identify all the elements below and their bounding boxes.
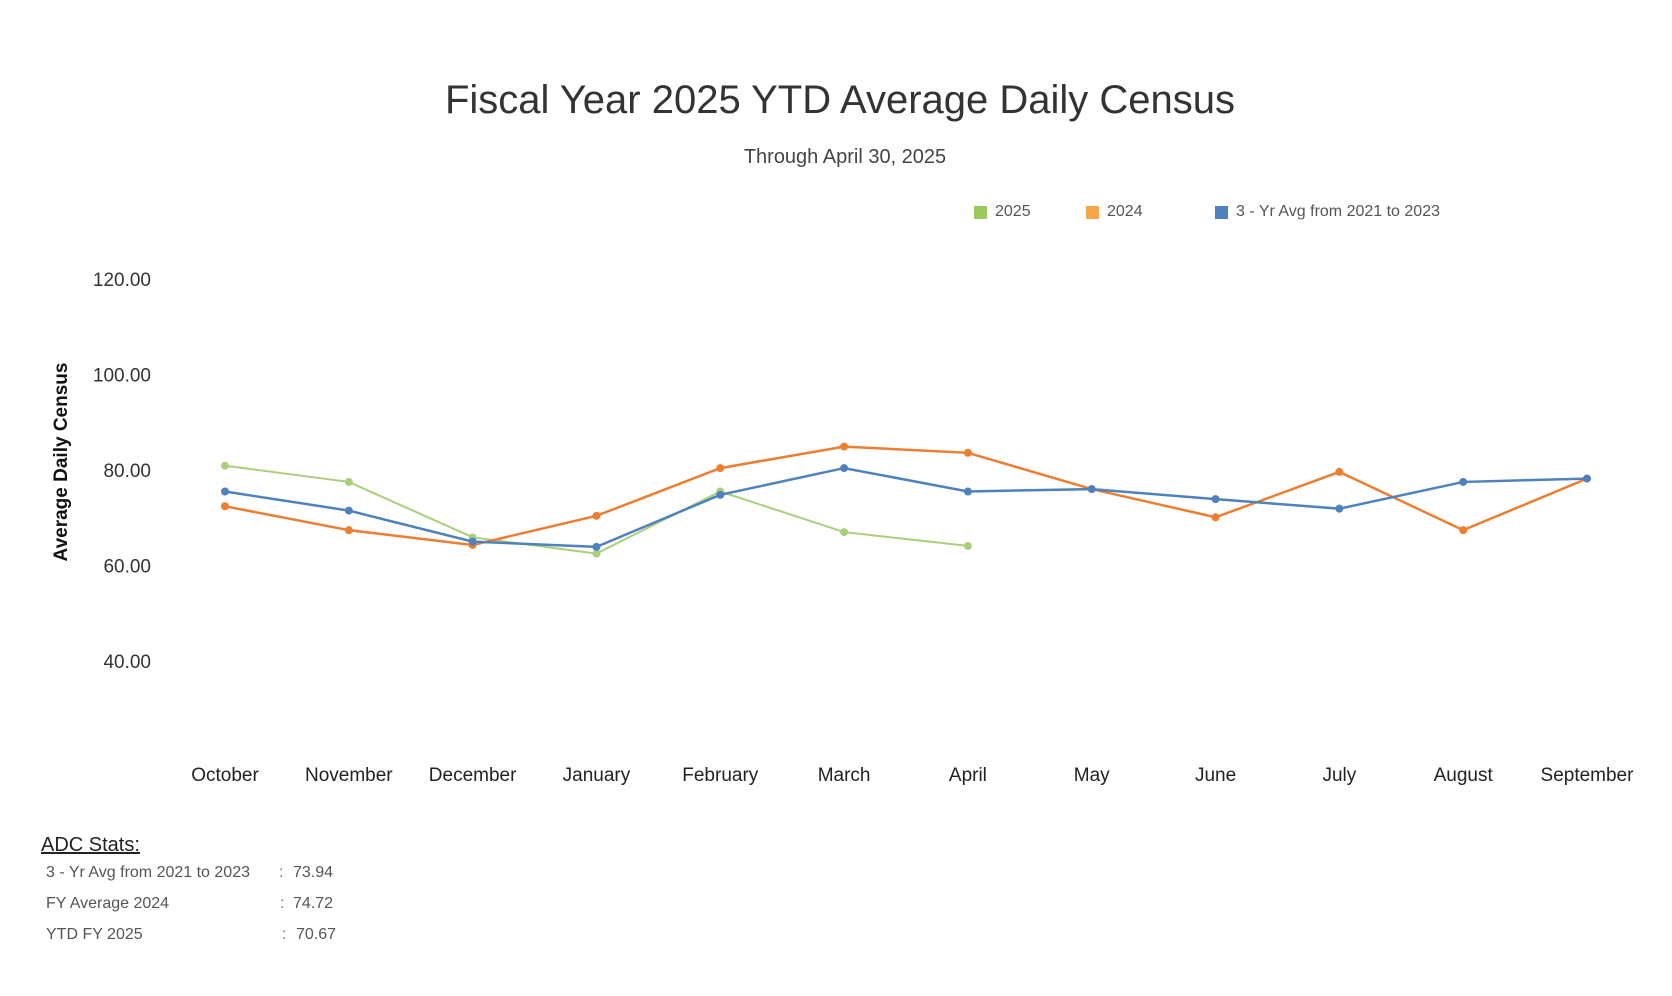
data-point [1459, 526, 1468, 535]
x-tick-label: April [949, 765, 987, 786]
data-point [716, 464, 725, 473]
data-point [1583, 474, 1591, 483]
stat-separator: : [280, 895, 285, 912]
data-point [716, 490, 725, 499]
x-tick-label: May [1074, 765, 1110, 786]
x-tick-label: June [1195, 765, 1236, 786]
legend-item: 2024 [1086, 203, 1143, 221]
stat-label-ytd2025: YTD FY 2025 [46, 926, 143, 943]
legend-label: 2025 [995, 203, 1031, 220]
data-point [221, 502, 229, 511]
x-tick-label: December [429, 765, 517, 786]
stat-separator: : [279, 864, 284, 881]
x-tick-label: March [818, 765, 871, 786]
x-tick-label: November [305, 765, 393, 786]
data-point [1211, 513, 1220, 522]
legend-item: 3 - Yr Avg from 2021 to 2023 [1215, 203, 1440, 221]
data-point [840, 442, 849, 451]
data-point [963, 448, 972, 457]
series-line-3-yr-avg-from-2021-to-2023 [224, 466, 1588, 549]
stat-label-3yr: 3 - Yr Avg from 2021 to 2023 [46, 864, 250, 881]
data-point [592, 549, 601, 558]
x-tick-label: July [1322, 765, 1356, 786]
data-point [344, 477, 353, 486]
data-point [344, 506, 353, 515]
legend-swatch [1086, 205, 1099, 219]
x-tick-label: January [563, 765, 631, 786]
data-point [840, 464, 849, 473]
legend-item: 2025 [974, 203, 1031, 221]
stat-value-fy2024: 74.72 [293, 895, 334, 912]
y-tick-label: 100.00 [93, 366, 151, 387]
stats-heading: ADC Stats: [41, 834, 140, 856]
x-tick-label: October [191, 765, 259, 786]
data-point [840, 528, 849, 537]
data-point [592, 542, 601, 551]
data-point [963, 487, 972, 496]
y-tick-label: 120.00 [93, 270, 151, 291]
stat-value-3yr: 73.94 [293, 864, 334, 881]
x-tick-label: September [1541, 765, 1635, 786]
data-point [1459, 477, 1468, 486]
legend-swatch [1215, 205, 1228, 219]
y-axis-title: Average Daily Census [51, 363, 72, 562]
y-tick-label: 40.00 [103, 652, 151, 673]
data-point [221, 461, 229, 470]
data-point [963, 541, 972, 550]
stat-label-fy2024: FY Average 2024 [46, 895, 170, 912]
data-point [1087, 485, 1096, 494]
data-point [344, 526, 353, 535]
chart-subtitle: Through April 30, 2025 [743, 146, 947, 168]
data-point [1335, 467, 1344, 476]
legend-label: 2024 [1107, 203, 1143, 220]
data-point [468, 537, 477, 546]
data-point [592, 511, 601, 520]
data-point [1335, 504, 1344, 513]
stat-separator: : [282, 926, 287, 943]
y-tick-label: 80.00 [103, 461, 151, 482]
chart-title: Fiscal Year 2025 YTD Average Daily Censu… [444, 78, 1236, 122]
x-tick-label: February [682, 765, 759, 786]
y-tick-label: 60.00 [103, 557, 151, 578]
legend-label: 3 - Yr Avg from 2021 to 2023 [1236, 203, 1440, 220]
series-line-2024 [224, 445, 1588, 547]
data-point [1211, 495, 1220, 504]
legend-swatch [974, 205, 987, 219]
x-tick-label: August [1434, 765, 1494, 786]
stat-value-ytd2025: 70.67 [296, 926, 337, 943]
data-point [221, 487, 229, 496]
